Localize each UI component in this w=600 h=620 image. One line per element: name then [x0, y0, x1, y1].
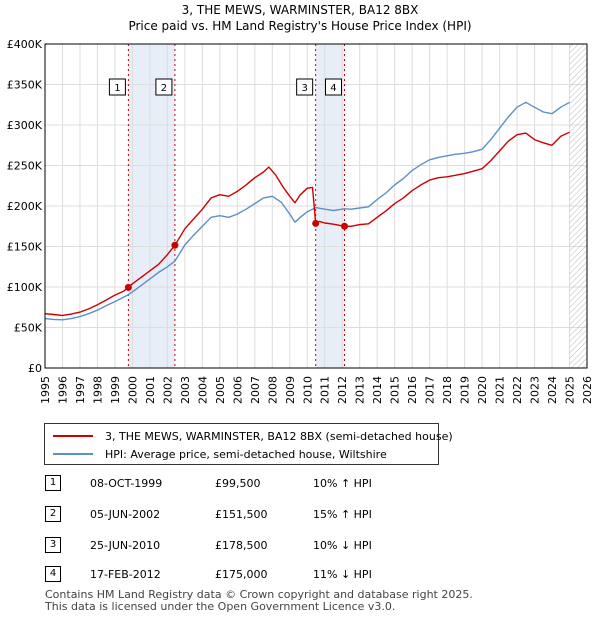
x-tick-label: 2003 [179, 376, 192, 404]
price-chart: 3, THE MEWS, WARMINSTER, BA12 8BX Price … [7, 3, 594, 404]
x-tick-label: 2018 [441, 376, 454, 404]
transaction-badge: 3 [45, 537, 61, 553]
legend-line-red [53, 435, 93, 437]
footer-attribution: Contains HM Land Registry data © Crown c… [45, 589, 473, 613]
sale-label-number: 3 [301, 83, 307, 94]
x-tick-label: 1995 [39, 376, 52, 404]
x-tick-label: 1996 [56, 376, 69, 404]
x-tick-label: 2021 [494, 376, 507, 404]
property-series-line [44, 131, 570, 317]
x-tick-label: 2009 [284, 376, 297, 404]
transaction-badge: 1 [45, 475, 61, 491]
x-tick-label: 2026 [581, 376, 594, 404]
transaction-date: 25-JUN-2010 [90, 539, 161, 552]
chart-title: 3, THE MEWS, WARMINSTER, BA12 8BX [182, 3, 419, 17]
y-tick-label: £300K [7, 119, 43, 132]
x-tick-label: 2013 [354, 376, 367, 404]
x-tick-label: 1999 [109, 376, 122, 404]
transaction-row: 2 05-JUN-2002 £151,500 15% ↑ HPI [45, 506, 425, 526]
x-tick-label: 2008 [266, 376, 279, 404]
x-tick-label: 2005 [214, 376, 227, 404]
sale-label-number: 1 [114, 83, 120, 94]
footer-licence: This data is licensed under the Open Gov… [45, 600, 396, 613]
sale-label-number: 4 [330, 83, 336, 94]
y-tick-label: £350K [7, 79, 43, 92]
x-tick-label: 2010 [301, 376, 314, 404]
transaction-price: £175,000 [215, 568, 268, 581]
x-tick-label: 2007 [249, 376, 262, 404]
sale-point [312, 219, 320, 227]
chart-subtitle: Price paid vs. HM Land Registry's House … [128, 19, 471, 33]
legend-label-property: 3, THE MEWS, WARMINSTER, BA12 8BX (semi-… [105, 429, 453, 443]
transaction-row: 1 08-OCT-1999 £99,500 10% ↑ HPI [45, 475, 425, 495]
x-tick-label: 2024 [546, 376, 559, 404]
transaction-hpi-delta: 10% ↓ HPI [313, 539, 372, 552]
x-tick-label: 2006 [231, 376, 244, 404]
sale-label-box [155, 78, 173, 96]
transaction-date: 17-FEB-2012 [90, 568, 161, 581]
x-tick-label: 2022 [511, 376, 524, 404]
transaction-price: £151,500 [215, 508, 268, 521]
x-tick-label: 1997 [74, 376, 87, 404]
y-tick-label: £150K [7, 241, 43, 254]
transaction-date: 05-JUN-2002 [90, 508, 161, 521]
x-tick-label: 2017 [424, 376, 437, 404]
transaction-badge: 2 [45, 506, 61, 522]
transaction-badge: 4 [45, 566, 61, 582]
y-tick-label: £100K [7, 281, 43, 294]
legend-line-blue [53, 453, 93, 455]
y-tick-label: £250K [7, 160, 43, 173]
legend: 3, THE MEWS, WARMINSTER, BA12 8BX (semi-… [44, 423, 453, 465]
transaction-row: 3 25-JUN-2010 £178,500 10% ↓ HPI [45, 537, 425, 557]
x-tick-label: 2001 [144, 376, 157, 404]
sale-label-box [324, 78, 342, 96]
x-tick-label: 2015 [389, 376, 402, 404]
legend-entry-hpi: HPI: Average price, semi-detached house,… [53, 446, 387, 462]
x-tick-label: 2020 [476, 376, 489, 404]
sale-label-number: 2 [161, 83, 167, 94]
x-tick-label: 1998 [91, 376, 104, 404]
transaction-price: £178,500 [215, 539, 268, 552]
legend-label-hpi: HPI: Average price, semi-detached house,… [105, 447, 387, 461]
legend-entry-property: 3, THE MEWS, WARMINSTER, BA12 8BX (semi-… [53, 428, 453, 444]
x-tick-label: 2014 [371, 376, 384, 404]
y-tick-label: £400K [7, 38, 43, 51]
x-tick-label: 2016 [406, 376, 419, 404]
hpi-series-line [44, 101, 570, 321]
x-tick-label: 2019 [459, 376, 472, 404]
x-tick-label: 2011 [319, 376, 332, 404]
transaction-row: 4 17-FEB-2012 £175,000 11% ↓ HPI [45, 566, 425, 586]
sale-label-box [108, 78, 126, 96]
sale-point [171, 241, 179, 249]
transaction-hpi-delta: 11% ↓ HPI [313, 568, 372, 581]
transaction-hpi-delta: 10% ↑ HPI [313, 477, 372, 490]
y-tick-label: £50K [14, 322, 43, 335]
transaction-hpi-delta: 15% ↑ HPI [313, 508, 372, 521]
y-tick-label: £0 [28, 362, 42, 375]
footer-copyright: Contains HM Land Registry data © Crown c… [45, 588, 473, 601]
plot-frame [44, 43, 588, 369]
y-tick-label: £200K [7, 200, 43, 213]
transaction-price: £99,500 [215, 477, 261, 490]
x-tick-label: 2004 [196, 376, 209, 404]
sale-label-box [296, 78, 314, 96]
sale-point [124, 283, 132, 291]
x-tick-label: 2025 [564, 376, 577, 404]
x-tick-label: 2000 [126, 376, 139, 404]
x-tick-label: 2012 [336, 376, 349, 404]
forecast-hatch [569, 44, 587, 368]
x-tick-label: 2023 [529, 376, 542, 404]
transaction-date: 08-OCT-1999 [90, 477, 163, 490]
sale-point [340, 222, 348, 230]
x-tick-label: 2002 [161, 376, 174, 404]
